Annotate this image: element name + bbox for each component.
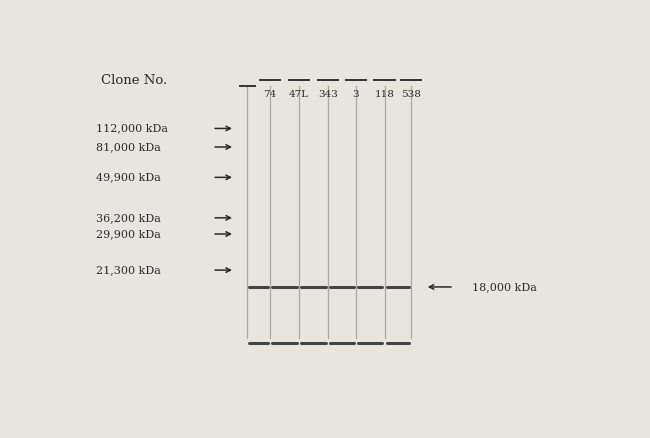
Text: 81,000 kDa: 81,000 kDa xyxy=(96,142,161,152)
Text: 3: 3 xyxy=(352,90,359,99)
Text: 118: 118 xyxy=(374,90,395,99)
Text: 112,000 kDa: 112,000 kDa xyxy=(96,124,168,134)
Text: 49,900 kDa: 49,900 kDa xyxy=(96,172,161,182)
Text: 343: 343 xyxy=(318,90,338,99)
Text: 74: 74 xyxy=(263,90,277,99)
Text: 36,200 kDa: 36,200 kDa xyxy=(96,213,161,223)
Text: 18,000 kDa: 18,000 kDa xyxy=(472,282,536,292)
Text: 21,300 kDa: 21,300 kDa xyxy=(96,265,161,275)
Text: 29,900 kDa: 29,900 kDa xyxy=(96,229,161,239)
Text: Clone No.: Clone No. xyxy=(101,74,168,88)
Text: 538: 538 xyxy=(401,90,421,99)
Text: 47L: 47L xyxy=(289,90,309,99)
